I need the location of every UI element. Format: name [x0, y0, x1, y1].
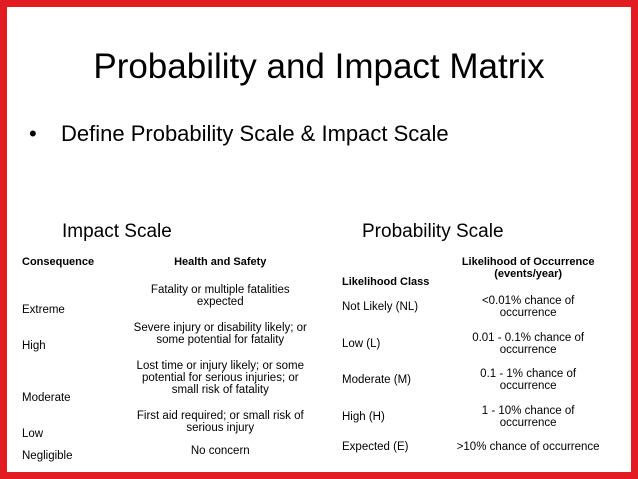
description-cell: Severe injury or disability likely; or s… — [133, 322, 307, 346]
column-header: Likelihood of Occurrence (events/year) — [461, 256, 595, 280]
table-row: Expected (E) >10% chance of occurrence — [340, 436, 620, 458]
table-row: Extreme Fatality or multiple fatalities e… — [20, 276, 325, 316]
description-cell: No concern — [190, 445, 250, 457]
description-cell: Lost time or injury likely; or some pote… — [136, 360, 304, 396]
impact-heading: Impact Scale — [62, 221, 172, 242]
table-row: High Severe injury or disability likely; … — [20, 316, 325, 352]
table-row: Low (L) 0.01 - 0.1% chance of occurrence — [340, 326, 620, 362]
description-cell: 1 - 10% chance of occurrence — [481, 405, 575, 429]
class-cell: Not Likely (NL) — [342, 301, 419, 313]
description-cell: 0.01 - 0.1% chance of occurrence — [472, 332, 585, 356]
header-row: Likelihood Class Likelihood of Occurrence… — [340, 248, 620, 288]
bullet-text: Define Probability Scale & Impact Scale — [61, 121, 449, 146]
class-cell: Moderate — [22, 392, 71, 404]
column-header: Likelihood Class — [342, 276, 430, 288]
class-cell: High (H) — [342, 411, 385, 423]
class-cell: Extreme — [22, 304, 65, 316]
column-header: Health and Safety — [174, 256, 267, 268]
description-cell: >10% chance of occurrence — [456, 441, 600, 453]
table-row: Moderate (M) 0.1 - 1% chance of occurrenc… — [340, 362, 620, 398]
class-cell: Low — [22, 428, 44, 440]
class-cell: Negligible — [22, 450, 73, 462]
column-header: Consequence — [22, 256, 95, 268]
probability-heading: Probability Scale — [362, 221, 504, 242]
class-cell: Moderate (M) — [342, 374, 412, 386]
probability-table: Likelihood Class Likelihood of Occurrence… — [340, 248, 620, 458]
table-row: Not Likely (NL) <0.01% chance of occurren… — [340, 288, 620, 326]
table-row: Negligible No concern — [20, 440, 325, 462]
description-cell: Fatality or multiple fatalities expected — [150, 284, 290, 308]
slide-title: Probability and Impact Matrix — [93, 47, 545, 86]
table-row: Moderate Lost time or injury likely; or s… — [20, 352, 325, 404]
class-cell: High — [22, 340, 46, 352]
bullet-dot: • — [29, 121, 37, 146]
header-row: Consequence Health and Safety — [20, 248, 325, 276]
class-cell: Expected (E) — [342, 441, 409, 453]
description-cell: 0.1 - 1% chance of occurrence — [480, 368, 577, 392]
description-cell: <0.01% chance of occurrence — [481, 295, 575, 319]
class-cell: Low (L) — [342, 338, 381, 350]
table-row: Low First aid required; or small risk of … — [20, 404, 325, 440]
bullet: • Define Probability Scale & Impact Scale — [29, 121, 449, 147]
table-row: High (H) 1 - 10% chance of occurrence — [340, 398, 620, 436]
impact-table: Consequence Health and Safety Extreme Fatal… — [20, 248, 325, 462]
description-cell: First aid required; or small risk of ser… — [136, 410, 304, 434]
